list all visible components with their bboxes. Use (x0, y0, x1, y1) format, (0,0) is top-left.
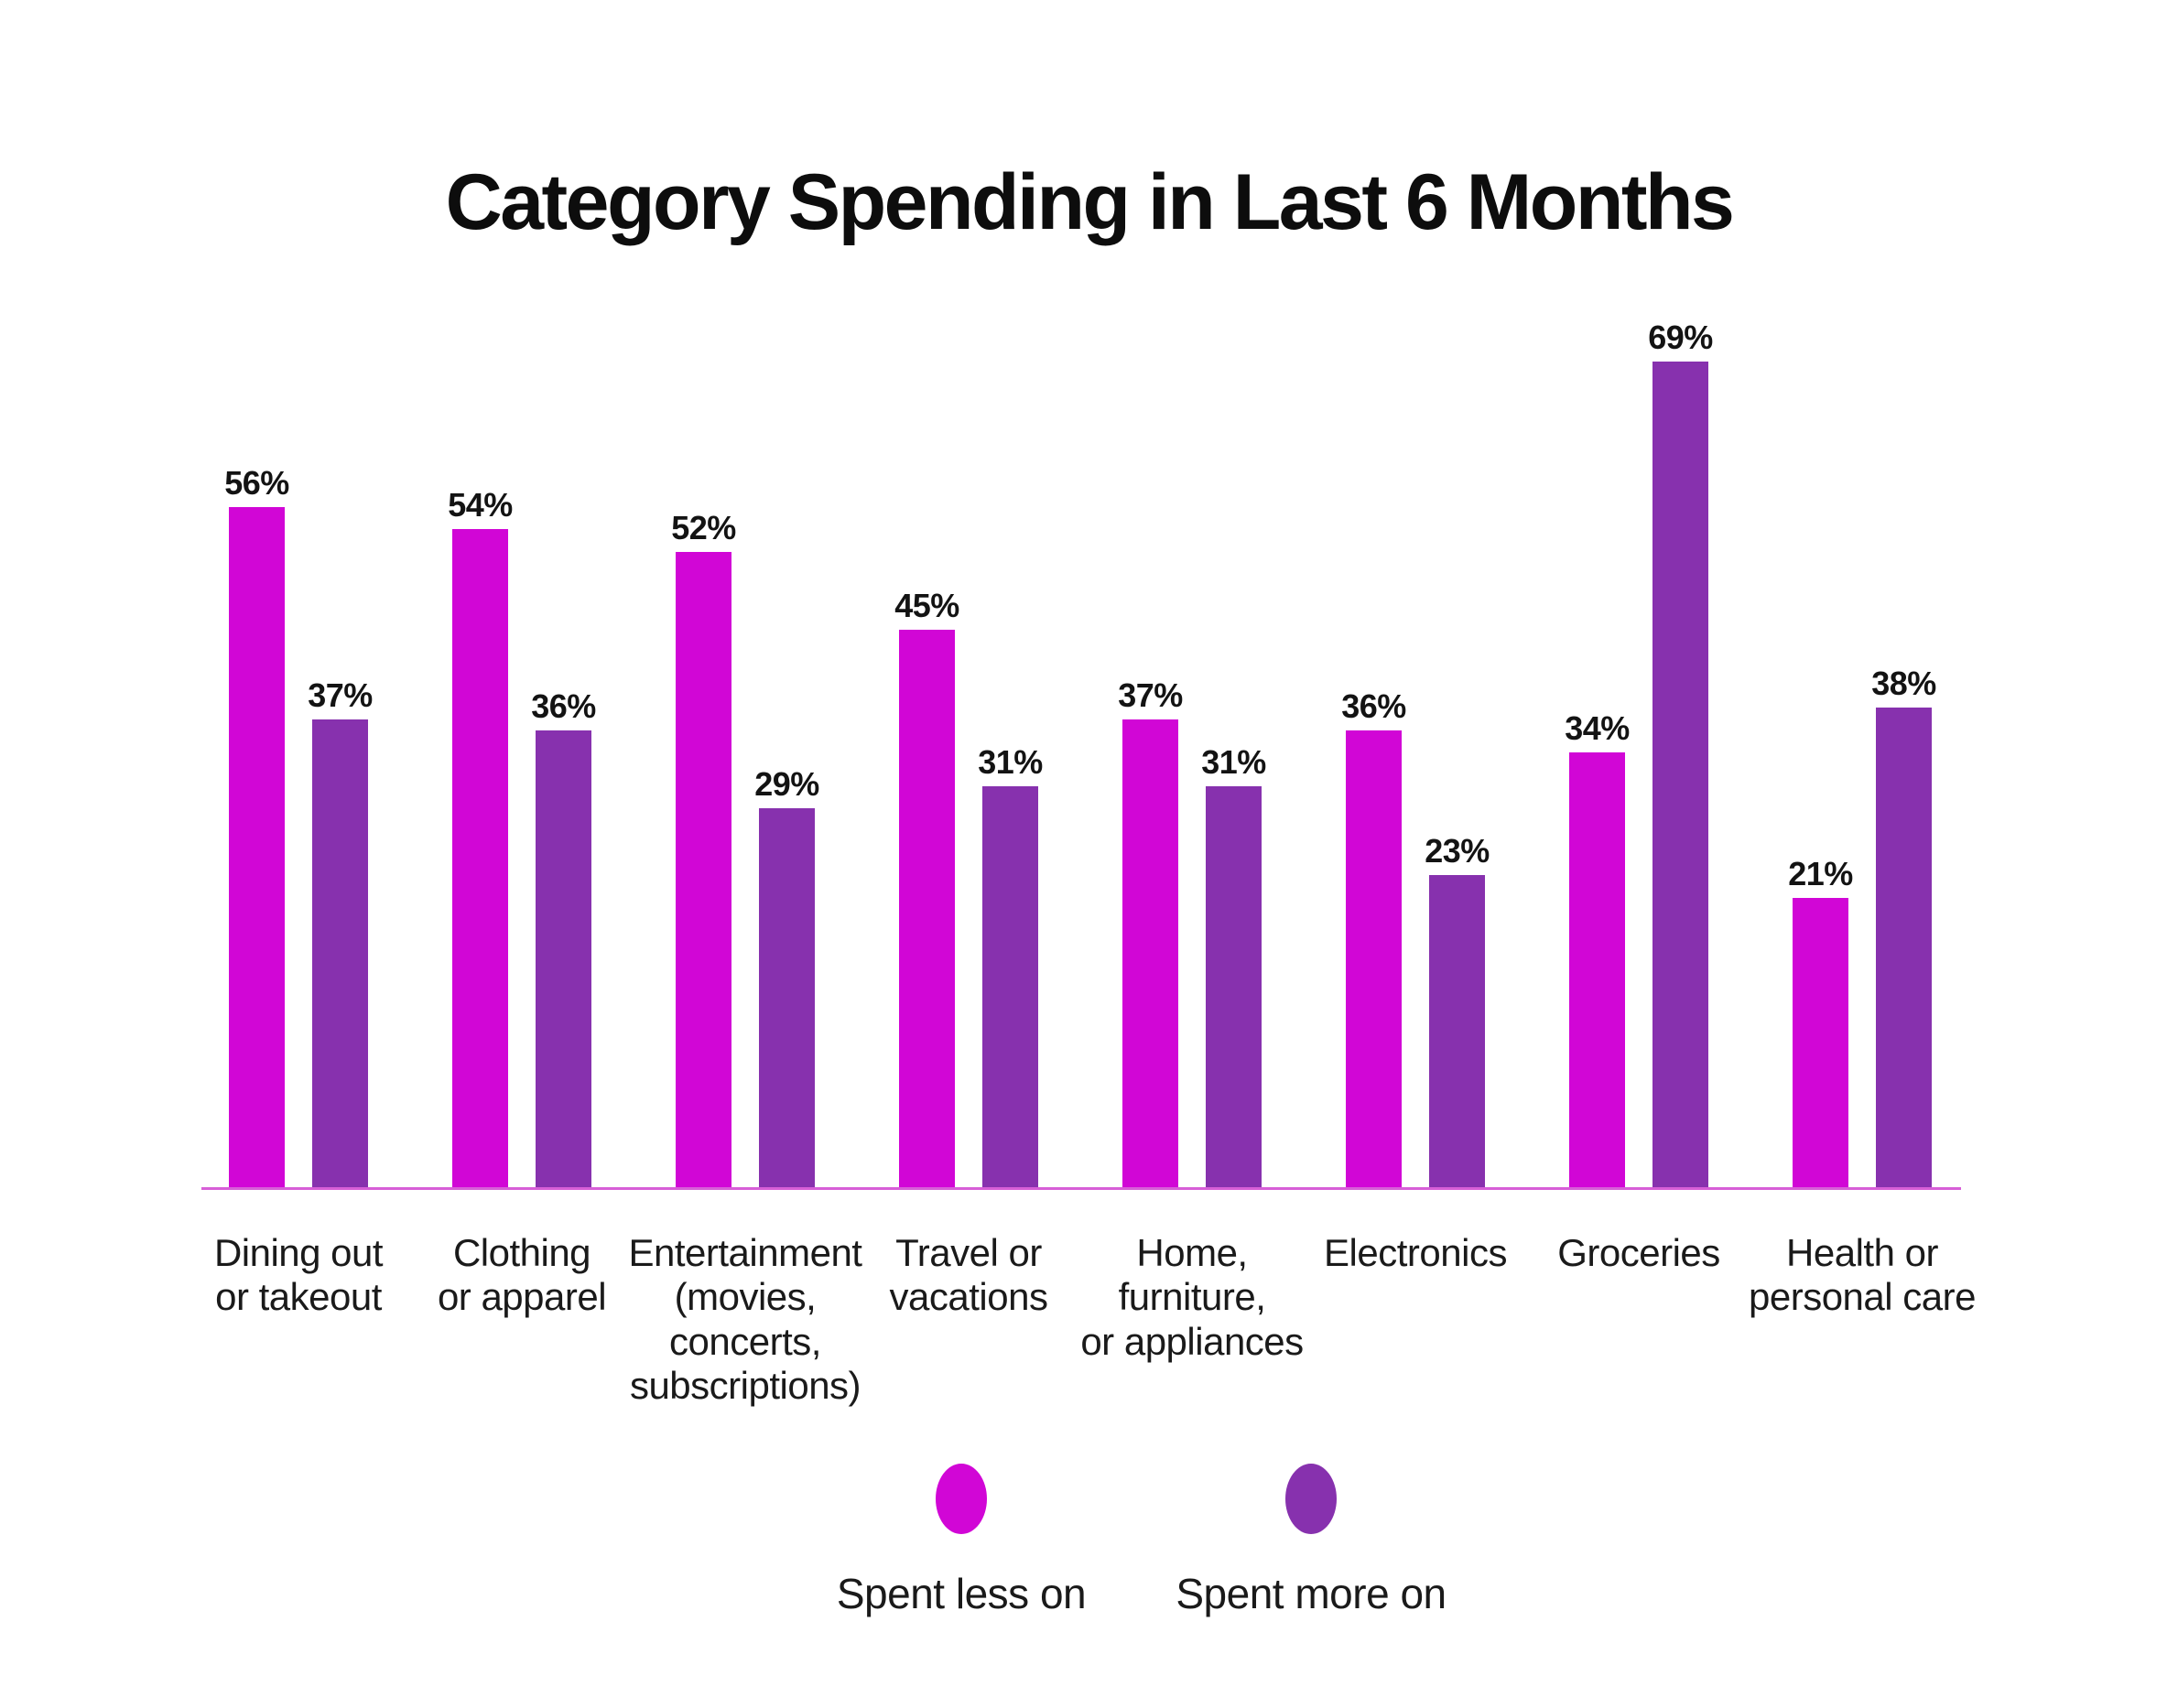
value-label-travel-or-spent-more-on: 31% (978, 743, 1043, 781)
value-label-clothing-spent-less-on: 54% (448, 486, 513, 524)
x-axis-label-entertainment: Entertainment (movies, concerts, subscri… (628, 1231, 862, 1407)
legend-swatch-spent-less-on (936, 1464, 987, 1534)
x-axis-label-groceries: Groceries (1557, 1231, 1720, 1274)
value-label-travel-or-spent-less-on: 45% (894, 587, 959, 624)
x-axis-line (201, 1187, 1961, 1190)
bar-dining-out-spent-more-on (312, 719, 368, 1187)
bar-health-or-spent-less-on (1793, 898, 1848, 1187)
value-label-health-or-spent-less-on: 21% (1788, 855, 1853, 892)
value-label-electronics-spent-less-on: 36% (1341, 687, 1406, 725)
value-label-electronics-spent-more-on: 23% (1425, 832, 1490, 870)
value-label-entertainment-spent-less-on: 52% (671, 509, 736, 546)
value-label-entertainment-spent-more-on: 29% (754, 765, 819, 803)
bar-groceries-spent-less-on (1569, 752, 1625, 1187)
bar-groceries-spent-more-on (1652, 362, 1708, 1187)
legend-label-spent-more-on: Spent more on (1176, 1570, 1447, 1617)
bar-home-spent-more-on (1206, 786, 1262, 1187)
bar-entertainment-spent-more-on (759, 808, 815, 1187)
bar-clothing-spent-more-on (536, 730, 591, 1187)
x-axis-label-home: Home, furniture, or appliances (1080, 1231, 1304, 1363)
x-axis-label-travel-or: Travel or vacations (889, 1231, 1048, 1319)
value-label-home-spent-less-on: 37% (1118, 676, 1183, 714)
bar-health-or-spent-more-on (1876, 708, 1932, 1187)
value-label-clothing-spent-more-on: 36% (531, 687, 596, 725)
x-axis-label-electronics: Electronics (1324, 1231, 1507, 1274)
value-label-home-spent-more-on: 31% (1201, 743, 1266, 781)
x-axis-label-health-or: Health or personal care (1749, 1231, 1976, 1319)
legend-item-spent-less-on: Spent less on (824, 1464, 1099, 1618)
value-label-dining-out-spent-less-on: 56% (224, 464, 289, 502)
bar-electronics-spent-more-on (1429, 875, 1485, 1187)
value-label-groceries-spent-more-on: 69% (1648, 319, 1713, 356)
x-axis-label-clothing: Clothing or apparel (437, 1231, 607, 1319)
value-label-dining-out-spent-more-on: 37% (308, 676, 373, 714)
x-axis-label-dining-out: Dining out or takeout (213, 1231, 384, 1319)
legend-label-spent-less-on: Spent less on (836, 1570, 1087, 1617)
value-label-groceries-spent-less-on: 34% (1565, 709, 1630, 747)
legend-swatch-spent-more-on (1285, 1464, 1337, 1534)
chart-title: Category Spending in Last 6 Months (445, 158, 1735, 246)
bar-dining-out-spent-less-on (229, 507, 285, 1187)
bar-clothing-spent-less-on (452, 529, 508, 1187)
legend-item-spent-more-on: Spent more on (1174, 1464, 1448, 1618)
bar-travel-or-spent-more-on (982, 786, 1038, 1187)
value-label-health-or-spent-more-on: 38% (1871, 665, 1936, 702)
bar-home-spent-less-on (1122, 719, 1178, 1187)
bar-travel-or-spent-less-on (899, 630, 955, 1187)
bar-electronics-spent-less-on (1346, 730, 1402, 1187)
bar-entertainment-spent-less-on (676, 552, 731, 1187)
